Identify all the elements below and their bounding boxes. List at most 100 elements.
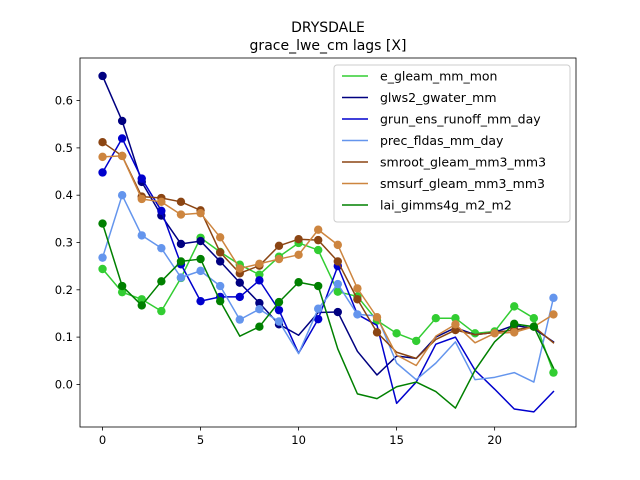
x-tick-label-0: 0 bbox=[99, 433, 106, 447]
legend-label-prec_fldas_mm_day: prec_fldas_mm_day bbox=[380, 133, 504, 148]
data-point-prec_fldas_mm_day-6 bbox=[215, 281, 225, 291]
data-point-smroot_gleam_mm3_mm3-4 bbox=[176, 197, 186, 207]
data-point-e_gleam_mm_mon-15 bbox=[392, 329, 401, 338]
data-point-smroot_gleam_mm3_mm3-14 bbox=[372, 328, 382, 337]
data-point-grun_ens_runoff_mm_day-5 bbox=[196, 296, 205, 306]
data-point-prec_fldas_mm_day-0 bbox=[98, 253, 107, 262]
data-point-smsurf_gleam_mm3_mm3-3 bbox=[157, 197, 166, 207]
data-point-lai_gimms4g_m2_m2-0 bbox=[98, 219, 107, 228]
data-point-prec_fldas_mm_day-23 bbox=[549, 293, 558, 303]
y-tick-label-4: 0.4 bbox=[55, 188, 73, 202]
data-point-smsurf_gleam_mm3_mm3-2 bbox=[137, 194, 146, 204]
legend-label-smroot_gleam_mm3_mm3: smroot_gleam_mm3_mm3 bbox=[380, 155, 546, 170]
data-point-lai_gimms4g_m2_m2-3 bbox=[157, 277, 166, 286]
series-lai_gimms4g_m2_m2 bbox=[98, 219, 555, 409]
data-point-grun_ens_runoff_mm_day-11 bbox=[313, 314, 323, 324]
legend-label-smsurf_gleam_mm3_mm3: smsurf_gleam_mm3_mm3 bbox=[380, 176, 545, 191]
data-point-prec_fldas_mm_day-2 bbox=[137, 231, 146, 240]
legend-label-glws2_gwater_mm: glws2_gwater_mm bbox=[380, 90, 497, 105]
data-point-smsurf_gleam_mm3_mm3-21 bbox=[510, 328, 519, 337]
data-point-glws2_gwater_mm-0 bbox=[98, 71, 107, 81]
data-point-prec_fldas_mm_day-9 bbox=[274, 317, 284, 326]
data-point-e_gleam_mm_mon-1 bbox=[117, 287, 127, 297]
data-point-grun_ens_runoff_mm_day-8 bbox=[255, 276, 264, 285]
legend-label-lai_gimms4g_m2_m2: lai_gimms4g_m2_m2 bbox=[380, 198, 512, 213]
series-line-lai_gimms4g_m2_m2 bbox=[101, 222, 555, 409]
chart-subtitle: grace_lwe_cm lags [X] bbox=[250, 38, 407, 54]
data-point-smsurf_gleam_mm3_mm3-20 bbox=[490, 329, 499, 338]
x-tick-label-20: 20 bbox=[487, 433, 502, 447]
data-point-smsurf_gleam_mm3_mm3-8 bbox=[255, 259, 264, 268]
chart-title: DRYSDALE bbox=[291, 20, 365, 36]
y-tick-label-5: 0.5 bbox=[55, 141, 73, 155]
data-point-lai_gimms4g_m2_m2-5 bbox=[196, 254, 205, 264]
data-point-smroot_gleam_mm3_mm3-0 bbox=[98, 138, 107, 147]
legend: e_gleam_mm_mon glws2_gwater_mm grun_ens_ru… bbox=[333, 64, 571, 223]
data-point-lai_gimms4g_m2_m2-8 bbox=[255, 322, 264, 331]
data-point-lai_gimms4g_m2_m2-2 bbox=[137, 301, 146, 310]
series-line-e_gleam_mm_mon bbox=[101, 237, 555, 374]
data-point-smsurf_gleam_mm3_mm3-7 bbox=[235, 264, 244, 273]
data-point-smroot_gleam_mm3_mm3-12 bbox=[333, 257, 343, 266]
data-point-grun_ens_runoff_mm_day-0 bbox=[98, 168, 107, 177]
y-tick-label-3: 0.3 bbox=[55, 236, 73, 250]
data-point-smsurf_gleam_mm3_mm3-5 bbox=[196, 208, 205, 218]
data-point-smroot_gleam_mm3_mm3-11 bbox=[313, 235, 323, 245]
data-point-grun_ens_runoff_mm_day-9 bbox=[274, 305, 284, 315]
data-point-lai_gimms4g_m2_m2-6 bbox=[215, 296, 225, 306]
series-prec_fldas_mm_day bbox=[98, 190, 558, 383]
data-point-smsurf_gleam_mm3_mm3-1 bbox=[117, 151, 127, 161]
data-point-e_gleam_mm_mon-23 bbox=[549, 368, 558, 377]
data-point-glws2_gwater_mm-4 bbox=[176, 239, 186, 249]
data-point-smsurf_gleam_mm3_mm3-11 bbox=[313, 225, 323, 234]
legend-label-grun_ens_runoff_mm_day: grun_ens_runoff_mm_day bbox=[380, 112, 541, 127]
data-point-glws2_gwater_mm-12 bbox=[333, 307, 343, 317]
x-tick-label-10: 10 bbox=[291, 433, 306, 447]
y-tick-label-0: 0.0 bbox=[55, 377, 73, 391]
data-point-e_gleam_mm_mon-12 bbox=[333, 287, 343, 296]
data-point-prec_fldas_mm_day-5 bbox=[196, 266, 205, 276]
data-point-smsurf_gleam_mm3_mm3-14 bbox=[372, 313, 382, 322]
data-point-smsurf_gleam_mm3_mm3-4 bbox=[176, 210, 186, 219]
data-point-lai_gimms4g_m2_m2-1 bbox=[117, 281, 127, 291]
data-point-prec_fldas_mm_day-3 bbox=[157, 243, 166, 253]
series-smsurf_gleam_mm3_mm3 bbox=[98, 151, 558, 367]
data-point-smsurf_gleam_mm3_mm3-10 bbox=[294, 250, 303, 259]
data-point-e_gleam_mm_mon-22 bbox=[529, 313, 539, 323]
data-point-e_gleam_mm_mon-11 bbox=[313, 245, 323, 255]
data-point-smsurf_gleam_mm3_mm3-6 bbox=[215, 233, 225, 242]
plot-area bbox=[98, 71, 558, 413]
data-point-smsurf_gleam_mm3_mm3-13 bbox=[353, 284, 362, 293]
series-line-prec_fldas_mm_day bbox=[101, 194, 555, 383]
data-point-prec_fldas_mm_day-4 bbox=[176, 273, 186, 282]
data-point-glws2_gwater_mm-8 bbox=[255, 298, 264, 308]
data-point-e_gleam_mm_mon-17 bbox=[431, 313, 441, 323]
data-point-e_gleam_mm_mon-16 bbox=[412, 336, 421, 346]
data-point-glws2_gwater_mm-6 bbox=[215, 257, 225, 266]
y-tick-label-2: 0.2 bbox=[55, 283, 73, 297]
data-point-lai_gimms4g_m2_m2-10 bbox=[294, 278, 303, 287]
data-point-grun_ens_runoff_mm_day-7 bbox=[235, 292, 244, 302]
data-point-grun_ens_runoff_mm_day-1 bbox=[117, 134, 127, 143]
series-group bbox=[98, 71, 558, 413]
data-point-glws2_gwater_mm-7 bbox=[235, 278, 244, 287]
data-point-smsurf_gleam_mm3_mm3-23 bbox=[549, 310, 558, 319]
data-point-smsurf_gleam_mm3_mm3-9 bbox=[274, 254, 284, 264]
data-point-e_gleam_mm_mon-18 bbox=[451, 313, 460, 323]
data-point-lai_gimms4g_m2_m2-22 bbox=[529, 322, 539, 331]
data-point-grun_ens_runoff_mm_day-3 bbox=[157, 206, 166, 216]
data-point-smroot_gleam_mm3_mm3-13 bbox=[353, 295, 362, 304]
data-point-lai_gimms4g_m2_m2-9 bbox=[274, 297, 284, 307]
y-tick-label-1: 0.1 bbox=[55, 330, 73, 344]
data-point-smroot_gleam_mm3_mm3-6 bbox=[215, 248, 225, 257]
data-point-glws2_gwater_mm-5 bbox=[196, 236, 205, 246]
data-point-e_gleam_mm_mon-19 bbox=[470, 329, 480, 338]
data-point-prec_fldas_mm_day-11 bbox=[313, 304, 323, 313]
data-point-e_gleam_mm_mon-21 bbox=[510, 302, 519, 311]
data-point-prec_fldas_mm_day-7 bbox=[235, 315, 244, 324]
data-point-e_gleam_mm_mon-0 bbox=[98, 264, 107, 274]
data-point-prec_fldas_mm_day-1 bbox=[117, 190, 127, 200]
series-e_gleam_mm_mon bbox=[98, 233, 558, 377]
x-tick-label-5: 5 bbox=[197, 433, 204, 447]
